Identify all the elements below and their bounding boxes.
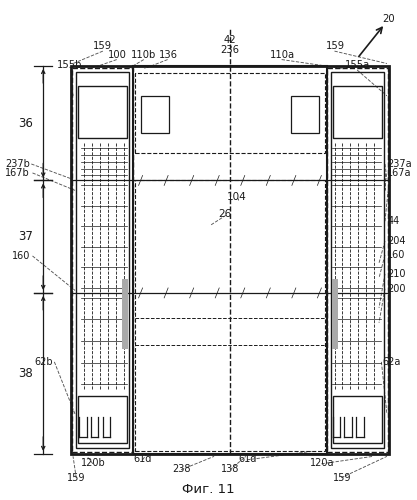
Text: 155b: 155b [57,60,83,70]
Text: 237b: 237b [5,159,30,169]
Text: 104: 104 [227,192,246,202]
Text: 42: 42 [224,35,236,45]
Bar [78,86,127,138]
Text: 167b: 167b [5,168,30,178]
Bar [327,68,388,452]
Bar [135,180,325,452]
Text: 38: 38 [18,367,33,380]
Text: 159: 159 [326,41,345,51]
Text: 120b: 120b [80,458,105,468]
Text: 62b: 62b [35,357,53,367]
Bar [76,72,129,448]
Bar [332,280,339,349]
Text: 159: 159 [93,41,113,51]
Text: Фиг. 11: Фиг. 11 [182,483,234,496]
Text: 237a: 237a [387,159,412,169]
Text: 160: 160 [12,251,30,261]
Bar [291,96,319,133]
Bar [141,96,169,133]
Text: 238: 238 [172,464,191,474]
Text: 110b: 110b [131,50,156,59]
Bar [78,396,127,443]
Bar [133,66,327,454]
Bar [333,396,382,443]
Text: 61d: 61d [239,454,257,464]
Text: 159: 159 [67,472,85,482]
Text: 36: 36 [18,116,33,130]
Text: 120a: 120a [310,458,334,468]
Bar [121,280,128,349]
Text: 61d: 61d [133,454,152,464]
Bar [135,74,325,153]
Bar [71,66,389,454]
Text: 138: 138 [221,464,239,474]
Text: 210: 210 [387,269,406,279]
Text: 37: 37 [18,230,33,243]
Bar [332,72,384,448]
Text: 200: 200 [387,284,406,294]
Text: 159: 159 [333,472,351,482]
Text: 26: 26 [218,209,231,219]
Text: 62a: 62a [382,357,401,367]
Text: 204: 204 [387,236,406,246]
Text: 167a: 167a [387,168,412,178]
Text: 155a: 155a [345,60,371,70]
Text: 44: 44 [387,216,399,226]
Bar [72,68,133,452]
Bar [333,86,382,138]
Text: 136: 136 [159,50,178,59]
Text: 110a: 110a [270,50,295,59]
Text: 160: 160 [387,250,406,260]
Text: 20: 20 [383,14,395,24]
Text: 236: 236 [221,44,239,54]
Text: 100: 100 [108,50,127,59]
